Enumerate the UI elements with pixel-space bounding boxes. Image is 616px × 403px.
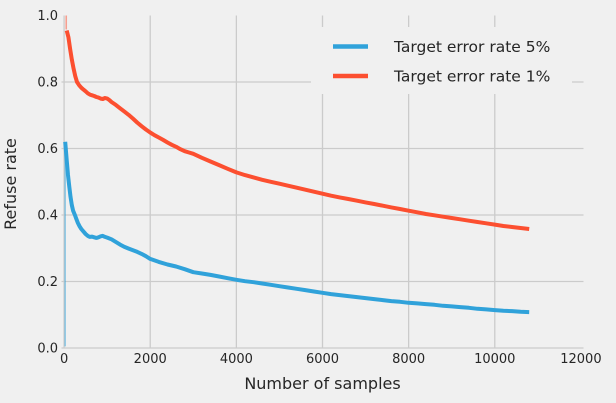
y-tick-label: 1.0 xyxy=(37,9,58,24)
x-tick-label: 2000 xyxy=(134,352,167,367)
y-tick-label: 0.2 xyxy=(37,275,58,290)
legend-label-1pct: Target error rate 1% xyxy=(393,68,550,86)
data-series xyxy=(63,15,530,347)
target-error-rate-5pct-line xyxy=(63,141,530,315)
x-tick-label: 10000 xyxy=(474,352,515,367)
x-tick-label: 0 xyxy=(60,352,68,367)
y-tick-label: 0.4 xyxy=(37,209,58,224)
legend-box xyxy=(311,27,572,94)
x-tick-label: 8000 xyxy=(392,352,425,367)
y-tick-label: 0.6 xyxy=(37,142,58,157)
y-tick-label: 0.8 xyxy=(37,76,58,91)
legend: Target error rate 5% Target error rate 1… xyxy=(311,27,572,94)
target-error-rate-1pct-line xyxy=(64,30,530,231)
x-tick-label: 4000 xyxy=(220,352,253,367)
y-tick-label: 0.0 xyxy=(37,342,58,357)
axis-tick-labels: 0 2000 4000 6000 8000 10000 12000 0.0 0.2 0.4 0.6 0… xyxy=(37,9,601,367)
x-axis-label: Number of samples xyxy=(244,374,400,393)
y-axis-label: Refuse rate xyxy=(1,138,20,230)
legend-label-5pct: Target error rate 5% xyxy=(393,38,550,56)
x-tick-label: 6000 xyxy=(306,352,339,367)
x-tick-label: 12000 xyxy=(560,352,601,367)
